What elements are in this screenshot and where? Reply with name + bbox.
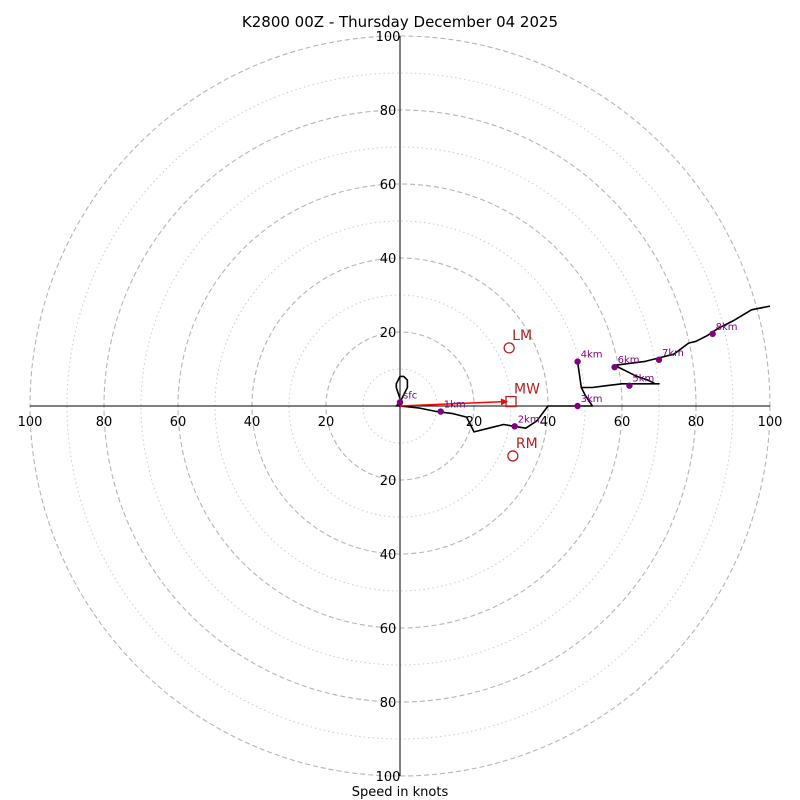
x-tick-label: 40 bbox=[244, 415, 261, 430]
height-marker-2km bbox=[511, 423, 518, 430]
y-tick-label: 60 bbox=[380, 178, 397, 193]
y-tick-label: 80 bbox=[380, 104, 397, 119]
chart-title: K2800 00Z - Thursday December 04 2025 bbox=[242, 13, 558, 31]
height-marker-8km bbox=[709, 330, 716, 338]
y-tick-label: 40 bbox=[380, 252, 397, 267]
y-tick-label: 80 bbox=[380, 696, 397, 711]
wind-trace bbox=[395, 305, 771, 433]
right-mover-label: RM bbox=[516, 436, 538, 452]
y-tick-label: 20 bbox=[380, 326, 397, 341]
storm-motion-vector bbox=[399, 398, 508, 407]
height-marker-sfc bbox=[396, 399, 404, 406]
height-marker-1km-label: 1km bbox=[444, 400, 466, 411]
height-marker-7km-label: 7km bbox=[662, 348, 684, 359]
height-marker-3km-label: 3km bbox=[581, 394, 603, 405]
height-marker-4km-label: 4km bbox=[581, 350, 603, 361]
height-marker-5km bbox=[626, 382, 633, 389]
height-marker-3km bbox=[574, 402, 581, 410]
height-marker-4km bbox=[574, 358, 581, 365]
x-tick-label: 40 bbox=[540, 415, 557, 430]
x-tick-label: 80 bbox=[688, 415, 705, 430]
storm-motion-arrow-shaft bbox=[399, 400, 508, 407]
y-tick-label: 60 bbox=[380, 622, 397, 637]
x-tick-label: 20 bbox=[318, 415, 335, 430]
left-mover-marker bbox=[503, 342, 515, 354]
mean-wind-marker bbox=[505, 395, 517, 408]
storm-motion-markers: MW LM RM bbox=[503, 328, 540, 462]
x-tick-label: 60 bbox=[170, 415, 187, 430]
x-tick-label: 100 bbox=[758, 415, 783, 430]
hodograph-trace bbox=[395, 305, 771, 433]
y-tick-label: 20 bbox=[380, 474, 397, 489]
right-mover-marker bbox=[507, 450, 519, 462]
storm-motion-arrow-head bbox=[500, 398, 508, 406]
tick-labels: 100 80 60 40 20 20 40 60 80 100 100 80 60 40 20 20 40 60 8… bbox=[18, 30, 783, 785]
y-tick-label: 100 bbox=[376, 770, 401, 785]
x-tick-label: 80 bbox=[96, 415, 113, 430]
height-marker-7km bbox=[655, 356, 663, 363]
height-marker-6km-label: 6km bbox=[618, 355, 640, 366]
x-tick-label: 20 bbox=[466, 415, 483, 430]
height-marker-5km-label: 5km bbox=[632, 374, 654, 385]
x-tick-label: 60 bbox=[614, 415, 631, 430]
x-tick-label: 100 bbox=[18, 415, 43, 430]
y-tick-label: 100 bbox=[376, 30, 401, 45]
mean-wind-label: MW bbox=[514, 382, 540, 398]
height-markers: sfc 1km 2km 3km 4km 5km 6km 7km 8km bbox=[396, 322, 738, 430]
height-marker-1km bbox=[437, 408, 444, 415]
x-axis-label: Speed in knots bbox=[352, 785, 449, 800]
height-marker-6km bbox=[611, 363, 618, 371]
left-mover-label: LM bbox=[512, 328, 532, 344]
y-tick-label: 40 bbox=[380, 548, 397, 563]
height-marker-2km-label: 2km bbox=[518, 414, 540, 425]
height-marker-8km-label: 8km bbox=[716, 322, 738, 333]
height-marker-sfc-label: sfc bbox=[403, 390, 417, 401]
